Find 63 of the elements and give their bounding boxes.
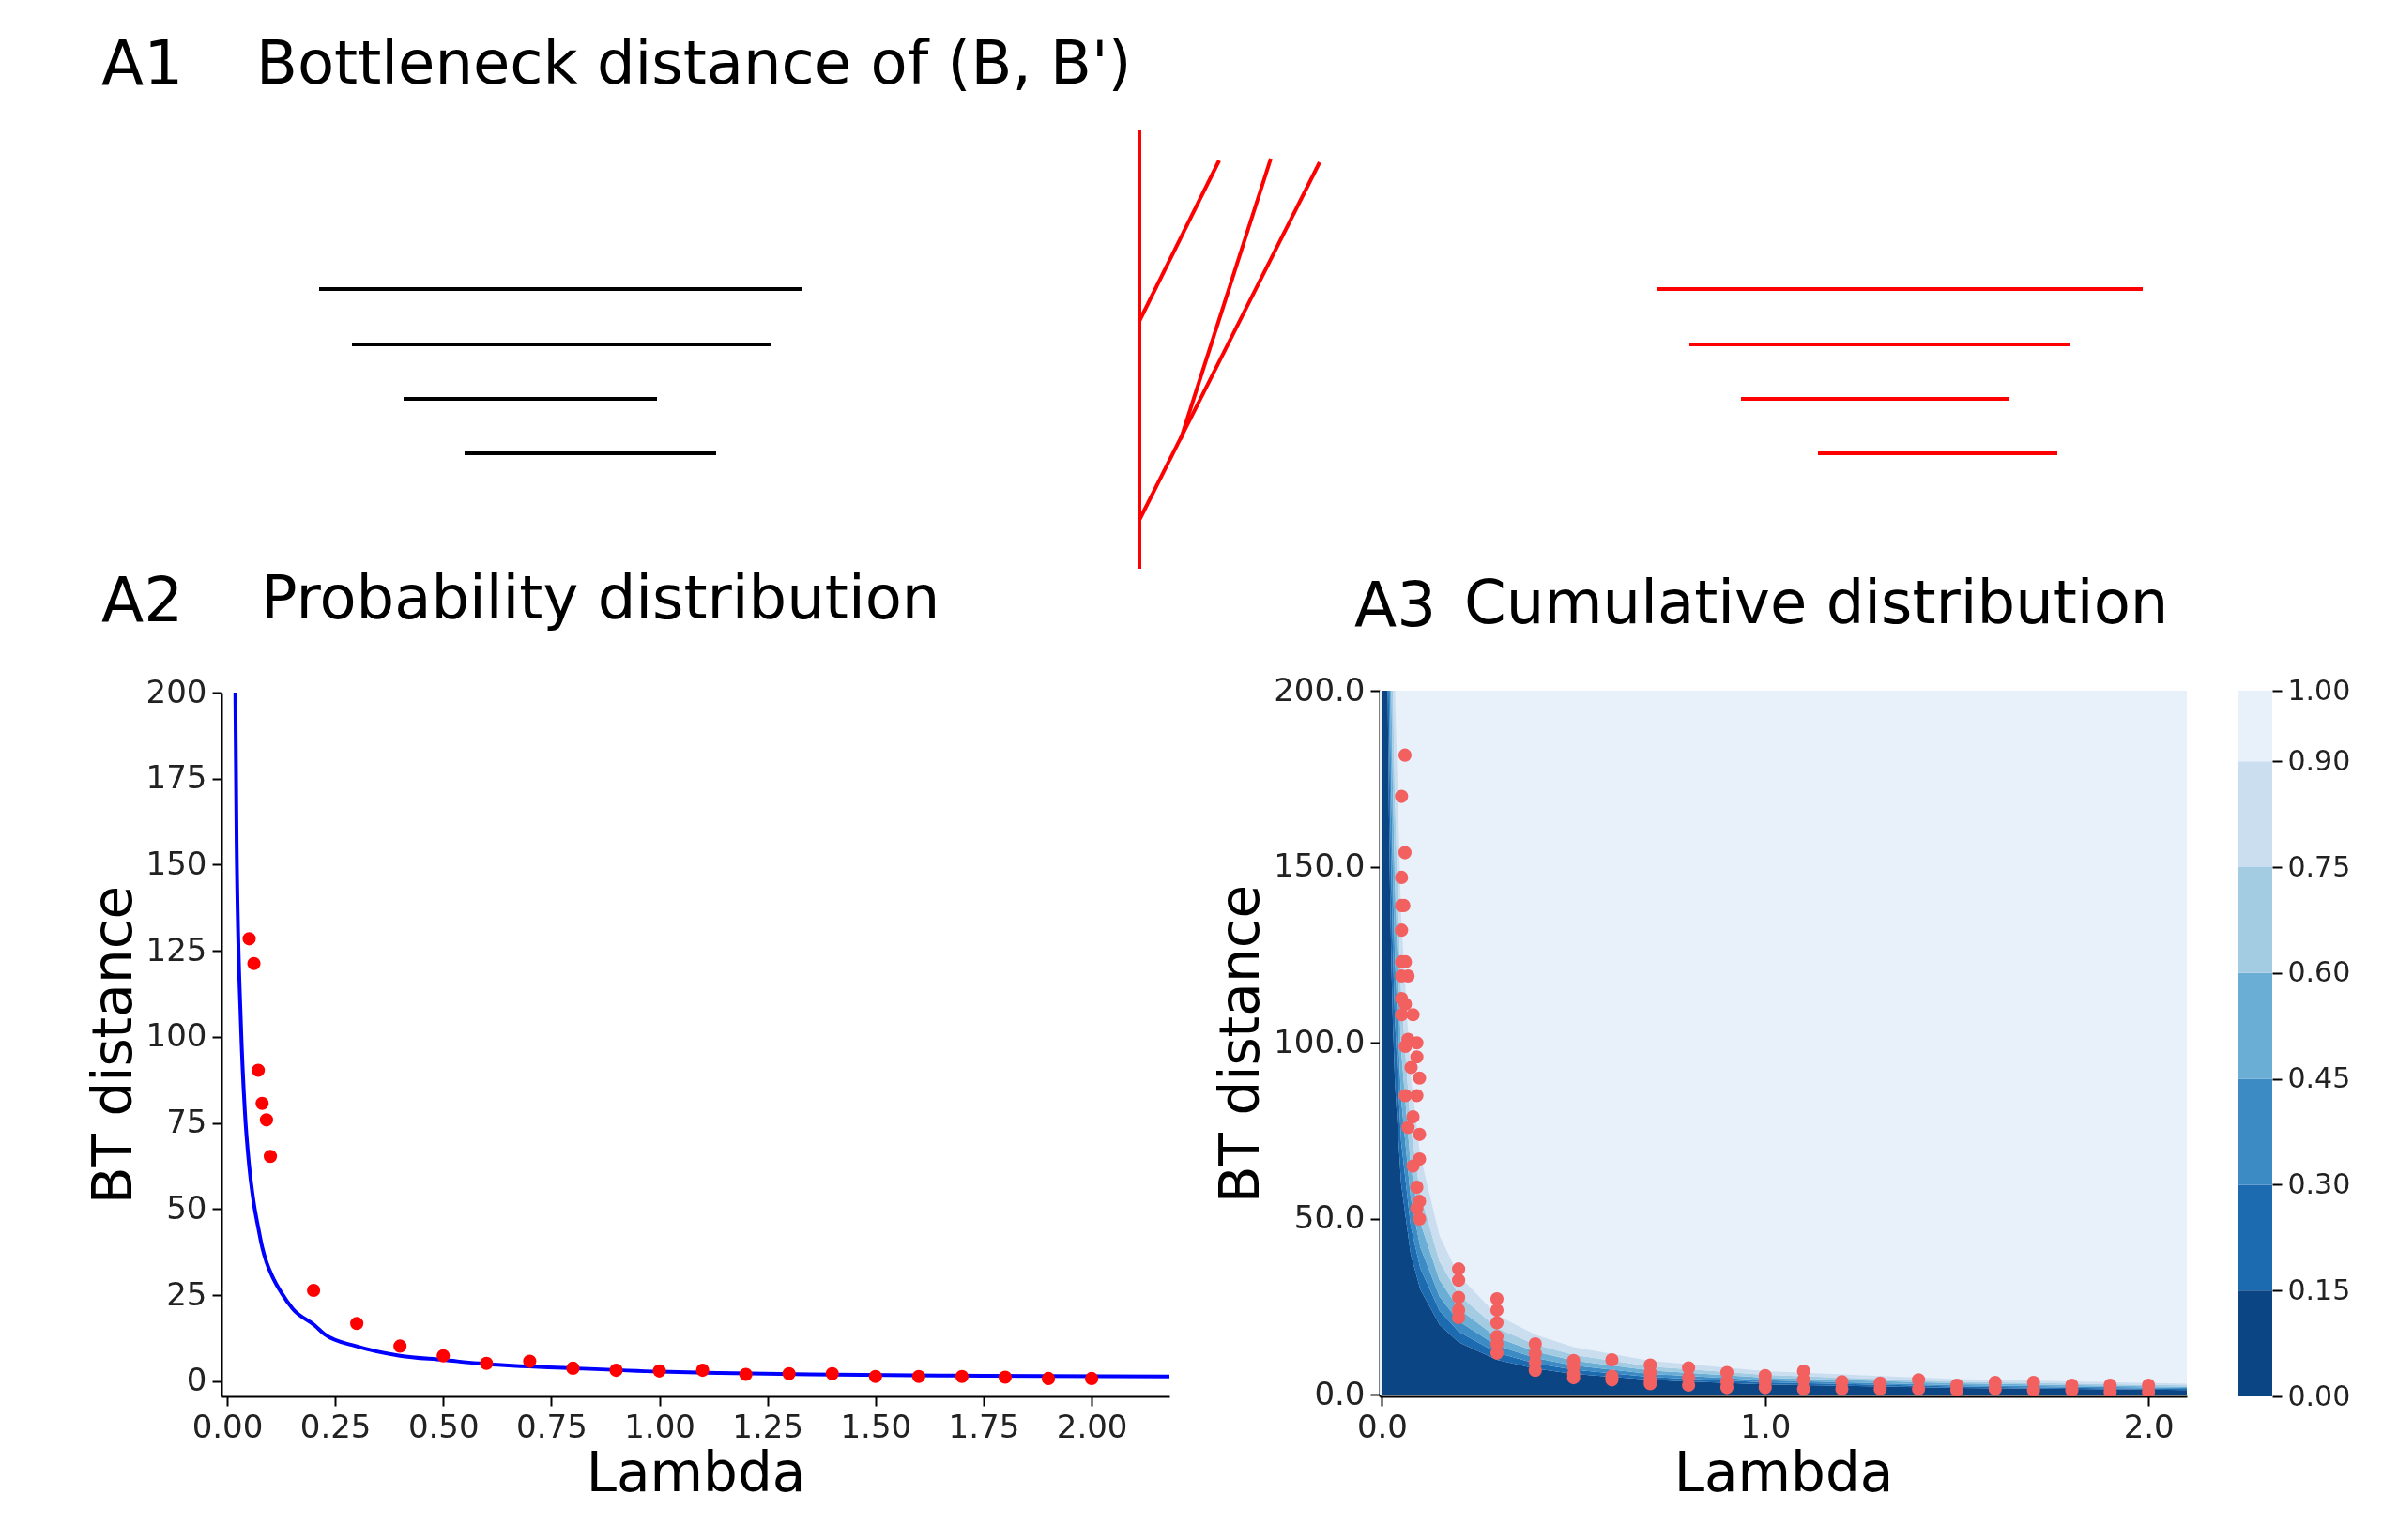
chart-title: Cumulative distribution	[1464, 568, 2169, 637]
y-tick-label: 100.0	[1274, 1022, 1366, 1060]
color-bar-label: 0.45	[2287, 1061, 2351, 1095]
point	[998, 1370, 1013, 1384]
y-tick-label: 125	[145, 930, 207, 968]
point	[911, 1369, 925, 1383]
y-tick-label: 200.0	[1274, 670, 1366, 709]
point	[868, 1369, 882, 1383]
point	[695, 1364, 710, 1378]
y-tick-label: 25	[166, 1274, 207, 1313]
x-tick-label: 0.75	[516, 1407, 588, 1445]
point	[393, 1339, 407, 1353]
point	[350, 1317, 364, 1331]
line-series	[233, 693, 1169, 1379]
x-tick-label: 1.75	[948, 1407, 1020, 1445]
point	[566, 1361, 580, 1375]
color-bar-label: 0.00	[2287, 1379, 2351, 1412]
text: A2	[101, 564, 184, 636]
y-tick-label: 50	[166, 1188, 207, 1227]
text: A1	[101, 27, 184, 99]
y-tick-label: 150	[145, 844, 207, 882]
color-bar-label: 0.60	[2287, 955, 2351, 989]
x-tick-label: 0.50	[407, 1407, 480, 1445]
x-tick-label: 2.00	[1056, 1407, 1128, 1445]
y-tick-label: 150.0	[1274, 846, 1366, 885]
point	[523, 1354, 537, 1368]
point	[739, 1367, 753, 1381]
text: A3	[1354, 569, 1437, 641]
point	[436, 1349, 451, 1363]
color-bar-label: 0.30	[2287, 1166, 2351, 1200]
point	[480, 1356, 494, 1370]
color-bar-label: 0.15	[2287, 1273, 2351, 1306]
y-tick-label: 50.0	[1293, 1198, 1366, 1237]
point	[609, 1364, 623, 1378]
y-axis-title: BT distance	[1208, 884, 1273, 1204]
text: Bottleneck distance of (B, B')	[256, 28, 1132, 98]
color-bar-label: 0.90	[2287, 743, 2351, 777]
point	[242, 932, 256, 946]
point	[307, 1283, 321, 1298]
y-tick-label: 175	[145, 758, 207, 797]
point	[259, 1113, 273, 1127]
x-tick-label: 0.00	[191, 1407, 264, 1445]
y-tick-label: 200	[145, 672, 207, 710]
y-tick-label: 75	[166, 1103, 207, 1141]
y-axis-title: BT distance	[80, 885, 145, 1205]
x-tick-label: 0.25	[299, 1407, 372, 1445]
point	[825, 1366, 839, 1380]
point	[252, 1063, 266, 1077]
point	[782, 1366, 796, 1380]
color-bar-label: 0.75	[2287, 849, 2351, 883]
point	[955, 1369, 969, 1383]
x-tick-label: 1.50	[840, 1407, 912, 1445]
point	[263, 1150, 278, 1164]
x-tick-label: 2.0	[2123, 1407, 2175, 1445]
point	[1041, 1371, 1056, 1385]
color-bar-label: 1.00	[2287, 673, 2351, 707]
point	[652, 1364, 666, 1378]
point	[1085, 1371, 1099, 1385]
y-tick-label: 0	[186, 1361, 207, 1399]
point	[247, 956, 261, 970]
point	[255, 1096, 269, 1110]
y-tick-label: 100	[145, 1016, 207, 1055]
chart-title: Probability distribution	[261, 563, 940, 633]
